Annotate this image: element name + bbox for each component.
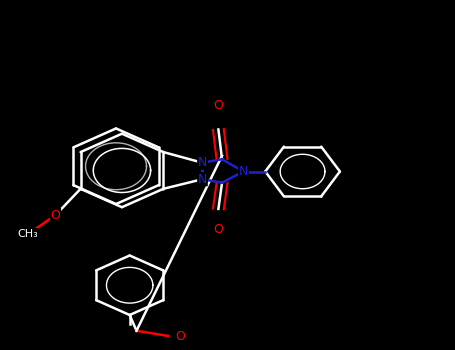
Text: O: O [213, 223, 223, 237]
Text: O: O [175, 329, 185, 343]
Text: N: N [239, 165, 248, 178]
Text: O: O [213, 98, 223, 112]
Text: CH₃: CH₃ [17, 229, 38, 239]
Text: O: O [51, 209, 61, 222]
Text: N: N [198, 156, 207, 169]
Text: N: N [198, 173, 207, 186]
